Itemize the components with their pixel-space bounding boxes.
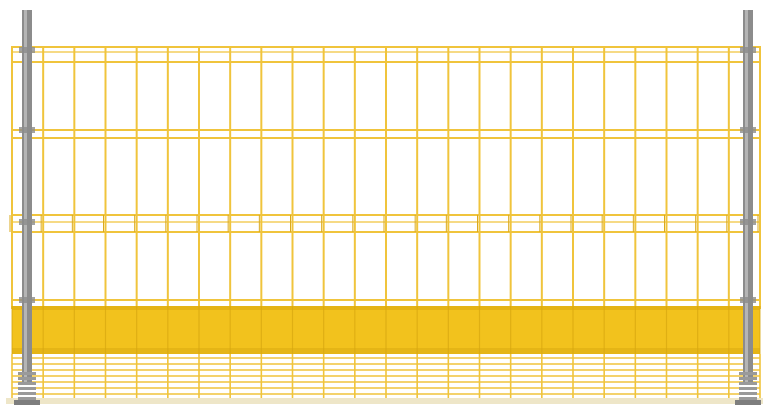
- left-post: [14, 10, 40, 405]
- wire-mesh: [9, 46, 761, 309]
- post-clip: [740, 127, 756, 133]
- base-strip: [6, 398, 763, 404]
- post-highlight: [745, 10, 748, 382]
- base-spring-coil: [18, 372, 36, 375]
- post-clip: [19, 219, 35, 225]
- post-clip: [740, 297, 756, 303]
- post-clip: [19, 297, 35, 303]
- base-spring-coil: [18, 377, 36, 380]
- post-highlight: [24, 10, 27, 382]
- base-spring-coil: [739, 377, 757, 380]
- post-clip: [740, 219, 756, 225]
- post-clip: [19, 47, 35, 53]
- base-spring-coil: [18, 382, 36, 385]
- post-foot: [735, 400, 761, 405]
- base-spring-coil: [739, 387, 757, 390]
- base-spring-coil: [739, 382, 757, 385]
- base-spring-coil: [18, 397, 36, 400]
- toe-board: [11, 306, 761, 354]
- base-spring-coil: [739, 397, 757, 400]
- base-spring-coil: [739, 392, 757, 395]
- post-clip: [740, 47, 756, 53]
- post-clip: [19, 127, 35, 133]
- base-spring-coil: [18, 387, 36, 390]
- base-spring-coil: [739, 372, 757, 375]
- base-spring-coil: [18, 392, 36, 395]
- bottom-wire-mesh: [6, 354, 763, 404]
- right-post: [735, 10, 761, 405]
- fence-posts: [14, 10, 761, 405]
- post-foot: [14, 400, 40, 405]
